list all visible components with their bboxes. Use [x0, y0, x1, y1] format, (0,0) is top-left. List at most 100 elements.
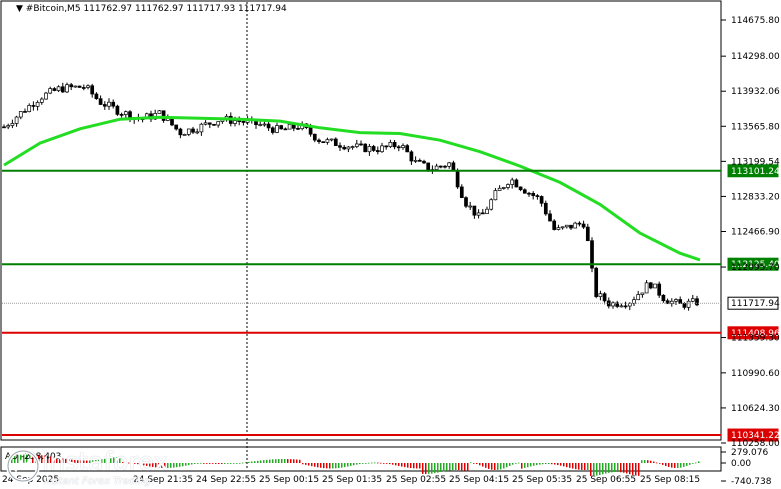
- ao-bar: [146, 463, 148, 466]
- ao-bar: [419, 463, 421, 469]
- candle-body: [123, 111, 128, 115]
- ao-bar: [194, 463, 196, 464]
- ao-bar: [506, 463, 508, 468]
- candle-body: [77, 85, 82, 88]
- price-tick-label: 113199.54: [731, 157, 780, 167]
- ao-bar: [56, 457, 58, 463]
- candle-body: [296, 127, 300, 130]
- candle-body: [648, 282, 653, 289]
- candle-body: [186, 128, 191, 135]
- candle-body: [312, 133, 317, 141]
- header-arrow-icon: ▼: [16, 4, 23, 14]
- ao-bar: [689, 463, 691, 465]
- candle-body: [468, 205, 473, 208]
- ao-bar: [62, 458, 64, 463]
- ao-bar: [251, 461, 253, 463]
- ao-bar: [110, 458, 112, 463]
- candle-body: [65, 84, 69, 93]
- instaforex-logo: instaforex Instant Forex Trading: [6, 447, 206, 487]
- ao-bar: [50, 456, 52, 463]
- ao-bar: [512, 463, 514, 465]
- candle-body: [207, 122, 212, 125]
- ao-bar: [272, 459, 274, 463]
- candle-body: [564, 224, 569, 228]
- candle-body: [636, 294, 641, 301]
- candle-body: [510, 179, 515, 185]
- ao-bar: [635, 463, 637, 476]
- candle-body: [443, 165, 447, 168]
- ao-bar: [245, 462, 247, 464]
- ao-bar: [680, 463, 682, 468]
- ao-bar: [536, 463, 538, 466]
- ao-bar: [299, 459, 301, 463]
- ao-bar: [65, 458, 67, 463]
- ao-bar: [38, 454, 40, 463]
- ao-bar: [353, 463, 355, 466]
- ao-bar: [374, 462, 376, 464]
- candle-body: [60, 86, 65, 93]
- candle-body: [653, 283, 657, 289]
- price-levels: 113101.24 112125.40 111717.94 111408.96 1103…: [2, 164, 780, 442]
- ao-bar: [179, 463, 181, 467]
- ao-bar: [518, 462, 520, 464]
- candle-body: [102, 104, 107, 107]
- candle-body: [338, 145, 342, 148]
- ao-bar: [581, 463, 583, 470]
- candle-body: [674, 299, 678, 302]
- ao-bar: [560, 463, 562, 466]
- time-label: 25 Sep 01:35: [322, 475, 382, 485]
- ao-bar: [533, 463, 535, 466]
- candle-body: [472, 205, 477, 216]
- candle-body: [493, 190, 498, 201]
- ao-bar: [317, 463, 319, 468]
- candle-body: [287, 124, 292, 130]
- ao-bar: [395, 463, 397, 466]
- level-tag-red-upper: [727, 326, 779, 340]
- ao-bar: [89, 460, 91, 463]
- candle-body: [14, 116, 19, 124]
- ao-bar: [350, 463, 352, 466]
- ao-bar: [593, 463, 595, 476]
- ao-bar: [671, 463, 673, 468]
- ao-bar: [14, 455, 16, 463]
- ao-bar: [641, 460, 643, 463]
- candle-body: [10, 123, 15, 126]
- candle-body: [623, 305, 628, 308]
- candle-body: [31, 105, 36, 107]
- ao-bar: [425, 463, 427, 474]
- candle-body: [657, 283, 662, 296]
- ao-bar: [167, 463, 169, 468]
- candle-body: [342, 146, 347, 150]
- ao-bar: [557, 463, 559, 466]
- candle-body: [396, 146, 401, 149]
- candle-body: [216, 121, 221, 126]
- ao-bar: [527, 463, 529, 468]
- ao-bar: [386, 463, 388, 464]
- ao-bar: [92, 460, 94, 463]
- candle-body: [644, 282, 649, 294]
- candle-body: [380, 145, 384, 153]
- ao-bar: [455, 463, 457, 471]
- chart-frame: [0, 0, 722, 441]
- ao-bar: [83, 460, 85, 463]
- ao-bar: [80, 460, 82, 463]
- candle-body: [531, 192, 536, 196]
- ao-bar: [590, 463, 592, 476]
- ao-bar: [695, 462, 697, 464]
- logo-text: instaforex: [42, 447, 169, 476]
- ao-bar: [221, 463, 223, 464]
- candle-body: [48, 88, 53, 94]
- ao-bar: [500, 463, 502, 470]
- candle-body: [594, 267, 599, 297]
- ao-bar: [293, 459, 295, 463]
- ao-bar: [605, 463, 607, 474]
- ao-bar: [257, 460, 259, 463]
- ao-bar: [47, 455, 49, 463]
- ao-bar: [152, 463, 154, 467]
- ao-bar: [392, 463, 394, 465]
- candle-body: [422, 160, 426, 164]
- level-label-current-price: 111717.94: [731, 299, 780, 309]
- ao-bar: [347, 463, 349, 467]
- ao-bar: [602, 463, 604, 475]
